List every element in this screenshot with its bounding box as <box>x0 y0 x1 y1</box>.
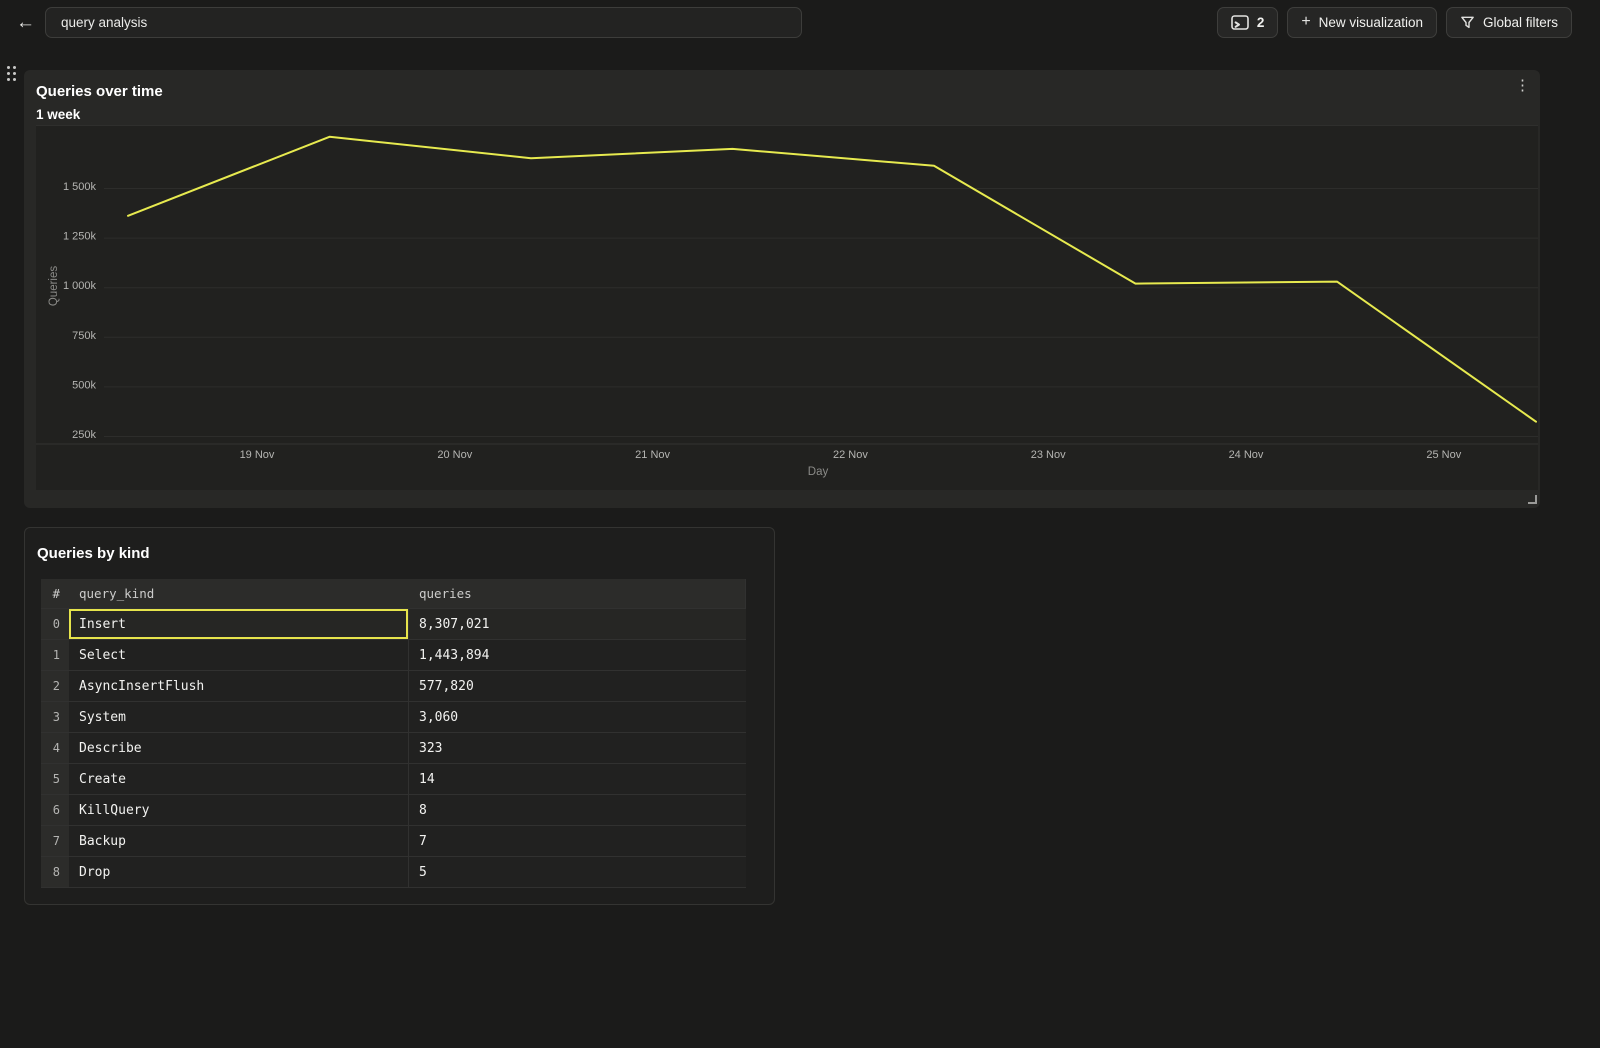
x-tick-label: 21 Nov <box>635 449 670 461</box>
table-title: Queries by kind <box>37 545 150 562</box>
query-kind-cell[interactable]: KillQuery <box>69 795 409 825</box>
query-kind-cell[interactable]: Select <box>69 640 409 670</box>
queries-by-kind-table: # query_kind queries 0 Insert 8,307,021 1 Se… <box>41 579 746 888</box>
queries-cell[interactable]: 5 <box>409 857 746 887</box>
y-tick-label: 1 500k <box>63 181 97 193</box>
row-index-cell: 0 <box>41 609 69 639</box>
arrow-left-icon: ← <box>16 11 35 33</box>
plus-icon: + <box>1301 12 1311 30</box>
column-header-query-kind[interactable]: query_kind <box>79 586 155 601</box>
table-row: 6 KillQuery 8 <box>41 794 746 825</box>
x-tick-label: 25 Nov <box>1426 449 1461 461</box>
chart-title: Queries over time <box>36 83 163 100</box>
global-filters-button[interactable]: Global filters <box>1445 6 1572 38</box>
sql-console-count-button[interactable]: 2 <box>1216 6 1279 38</box>
table-row: 3 System 3,060 <box>41 701 746 732</box>
row-index-cell: 5 <box>41 764 69 794</box>
query-kind-cell[interactable]: Describe <box>69 733 409 763</box>
table-row: 4 Describe 323 <box>41 732 746 763</box>
back-button[interactable]: ← <box>10 11 41 34</box>
topbar: ← 2 + New visualization Global filters <box>0 0 1600 44</box>
x-tick-label: 20 Nov <box>437 449 472 461</box>
y-tick-label: 750k <box>72 330 96 342</box>
queries-cell[interactable]: 8,307,021 <box>409 609 746 639</box>
queries-cell[interactable]: 8 <box>409 795 746 825</box>
console-count-label: 2 <box>1256 14 1265 30</box>
x-tick-label: 19 Nov <box>240 449 275 461</box>
table-row: 5 Create 14 <box>41 763 746 794</box>
query-kind-cell[interactable]: Insert <box>69 609 409 639</box>
table-row: 2 AsyncInsertFlush 577,820 <box>41 670 746 701</box>
queries-cell[interactable]: 323 <box>409 733 746 763</box>
chart-panel: Queries over time 1 week ⋮ 1 500k 1 250k 1… <box>24 70 1540 508</box>
row-index-cell: 1 <box>41 640 69 670</box>
new-visualization-button[interactable]: + New visualization <box>1287 6 1437 38</box>
row-index-cell: 7 <box>41 826 69 856</box>
query-kind-cell[interactable]: AsyncInsertFlush <box>69 671 409 701</box>
row-index-cell: 6 <box>41 795 69 825</box>
queries-cell[interactable]: 1,443,894 <box>409 640 746 670</box>
queries-cell[interactable]: 7 <box>409 826 746 856</box>
y-tick-label: 500k <box>72 379 96 391</box>
y-tick-label: 1 250k <box>63 231 97 243</box>
query-kind-cell[interactable]: Backup <box>69 826 409 856</box>
queries-over-time-chart: 1 500k 1 250k 1 000k 750k 500k 250k 19 Nov 20 N… <box>36 135 1538 478</box>
line-chart-plot[interactable]: 1 500k 1 250k 1 000k 750k 500k 250k 19 Nov 20 N… <box>36 125 1538 490</box>
queries-cell[interactable]: 14 <box>409 764 746 794</box>
x-axis-title: Day <box>808 466 829 478</box>
column-header-index[interactable]: # <box>52 586 60 601</box>
panel-menu-button[interactable]: ⋮ <box>1509 74 1536 97</box>
topbar-actions: 2 + New visualization Global filters <box>1216 6 1572 38</box>
x-tick-label: 24 Nov <box>1229 449 1264 461</box>
drag-handle-icon[interactable] <box>7 66 16 81</box>
console-window-icon <box>1231 14 1249 30</box>
table-row: 7 Backup 7 <box>41 825 746 856</box>
table-panel: Queries by kind # query_kind queries 0 In… <box>24 527 775 905</box>
row-index-cell: 4 <box>41 733 69 763</box>
queries-line-series <box>127 135 1537 423</box>
query-kind-cell[interactable]: Drop <box>69 857 409 887</box>
queries-cell[interactable]: 3,060 <box>409 702 746 732</box>
table-body: 0 Insert 8,307,021 1 Select 1,443,894 2 AsyncIn… <box>41 608 746 887</box>
resize-handle-icon[interactable] <box>1528 495 1537 504</box>
y-tick-label: 1 000k <box>63 280 97 292</box>
kebab-vertical-icon: ⋮ <box>1515 77 1530 94</box>
table-header-row: # query_kind queries <box>41 579 745 608</box>
column-header-queries[interactable]: queries <box>419 586 472 601</box>
chart-subtitle: 1 week <box>36 107 81 122</box>
x-tick-label: 23 Nov <box>1031 449 1066 461</box>
x-tick-label: 22 Nov <box>833 449 868 461</box>
y-axis-title: Queries <box>48 266 60 307</box>
row-index-cell: 3 <box>41 702 69 732</box>
query-kind-cell[interactable]: Create <box>69 764 409 794</box>
dashboard-title-input[interactable] <box>45 6 802 38</box>
y-tick-label: 250k <box>72 429 96 441</box>
new-visualization-label: New visualization <box>1318 14 1423 30</box>
queries-cell[interactable]: 577,820 <box>409 671 746 701</box>
row-index-cell: 2 <box>41 671 69 701</box>
global-filters-label: Global filters <box>1482 14 1558 30</box>
table-row: 8 Drop 5 <box>41 856 746 887</box>
filter-funnel-icon <box>1461 16 1474 28</box>
row-index-cell: 8 <box>41 857 69 887</box>
table-row: 0 Insert 8,307,021 <box>41 608 746 639</box>
table-row: 1 Select 1,443,894 <box>41 639 746 670</box>
query-kind-cell[interactable]: System <box>69 702 409 732</box>
